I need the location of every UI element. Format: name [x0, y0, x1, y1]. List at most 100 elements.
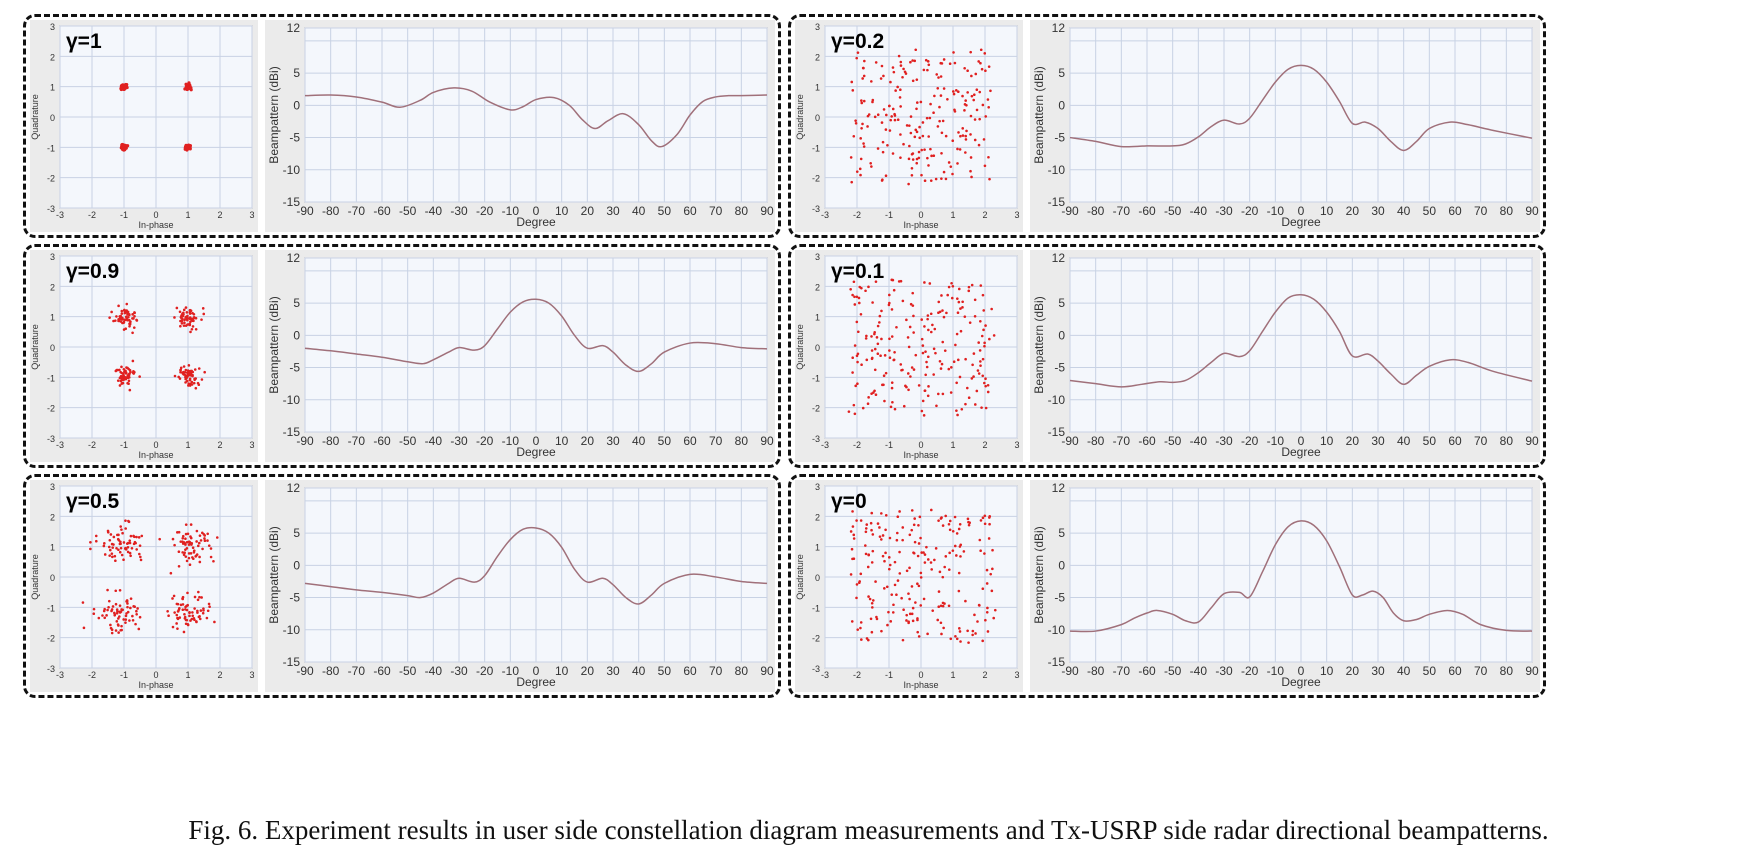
scatter-point	[907, 388, 910, 392]
scatter-point	[196, 381, 200, 385]
beampattern-line	[304, 526, 768, 605]
scatter-point	[947, 568, 951, 571]
scatter-point	[981, 293, 985, 297]
x-tick-label: -30	[450, 664, 468, 678]
x-tick-label: -40	[425, 434, 443, 448]
scatter-point	[854, 122, 858, 125]
scatter-point	[192, 616, 196, 620]
x-tick-label: 0	[1298, 434, 1305, 448]
x-tick-label: 0	[153, 210, 158, 220]
x-tick-label: -1	[120, 440, 128, 450]
scatter-point	[871, 100, 874, 104]
scatter-point	[895, 538, 899, 542]
scatter-point	[977, 60, 980, 63]
scatter-point	[979, 519, 983, 522]
scatter-point	[189, 619, 192, 622]
scatter-point	[984, 618, 987, 622]
scatter-point	[914, 48, 918, 52]
scatter-point	[978, 117, 981, 121]
scatter-point	[919, 576, 923, 579]
scatter-point	[851, 510, 854, 513]
scatter-point	[949, 637, 953, 641]
scatter-point	[901, 526, 905, 529]
scatter-point	[130, 547, 134, 550]
scatter-point	[911, 606, 915, 610]
scatter-point	[189, 552, 193, 555]
scatter-point	[899, 363, 903, 366]
scatter-point	[923, 325, 926, 328]
scatter-point	[195, 529, 199, 533]
scatter-point	[180, 314, 183, 318]
x-tick-label: 50	[658, 664, 672, 678]
scatter-point	[884, 371, 888, 375]
scatter-point	[941, 601, 945, 605]
scatter-point	[119, 320, 123, 323]
scatter-point	[107, 605, 110, 609]
scatter-point	[188, 316, 192, 319]
scatter-point	[964, 151, 967, 154]
scatter-point	[856, 360, 859, 364]
scatter-point	[118, 384, 122, 387]
scatter-point	[891, 107, 895, 111]
scatter-point	[126, 605, 129, 609]
y-tick-label: 5	[293, 66, 300, 80]
scatter-point	[931, 609, 935, 612]
x-tick-label: -90	[296, 204, 314, 218]
scatter-point	[124, 546, 127, 550]
y-axis-title: Beampattern (dBi)	[267, 66, 281, 163]
scatter-point	[895, 325, 898, 329]
scatter-point	[870, 80, 873, 83]
scatter-point	[901, 538, 904, 542]
scatter-point	[182, 630, 186, 634]
scatter-point	[916, 618, 919, 622]
x-tick-label: 1	[950, 440, 955, 450]
y-tick-label: 2	[50, 52, 55, 62]
scatter-point	[109, 623, 112, 627]
y-tick-label: 3	[815, 252, 820, 262]
scatter-point	[187, 556, 191, 560]
scatter-point	[856, 382, 859, 385]
scatter-point	[987, 537, 991, 540]
scatter-point	[957, 131, 960, 134]
y-axis-title: Quadrature	[30, 94, 40, 140]
scatter-point	[135, 609, 138, 613]
scatter-point	[108, 554, 111, 557]
scatter-point	[871, 301, 874, 304]
y-tick-label: -5	[289, 591, 300, 605]
scatter-point	[127, 316, 130, 319]
scatter-point	[913, 540, 917, 544]
scatter-point	[114, 629, 118, 632]
gamma-label: γ=0.9	[66, 260, 119, 283]
scatter-point	[884, 128, 888, 131]
scatter-point	[985, 568, 989, 572]
scatter-point	[979, 319, 982, 323]
scatter-point	[937, 605, 941, 608]
x-tick-label: 90	[760, 434, 774, 448]
y-tick-label: 12	[287, 21, 301, 35]
scatter-point	[861, 122, 864, 126]
scatter-point	[952, 92, 956, 96]
scatter-point	[947, 604, 951, 608]
scatter-point	[188, 610, 191, 614]
scatter-point	[860, 101, 864, 105]
scatter-point	[884, 513, 888, 517]
scatter-point	[119, 314, 123, 318]
scatter-point	[108, 548, 112, 552]
scatter-point	[882, 374, 886, 378]
scatter-point	[966, 517, 970, 521]
scatter-point	[880, 512, 883, 515]
scatter-point	[928, 282, 932, 285]
scatter-point	[184, 548, 187, 551]
scatter-point	[867, 595, 870, 598]
scatter-point	[907, 620, 910, 624]
x-tick-label: 30	[606, 664, 620, 678]
scatter-point	[190, 380, 194, 384]
x-tick-label: -60	[1138, 664, 1156, 678]
y-tick-label: 2	[815, 512, 820, 522]
constellation-chart-gamma-0.1: -3 -2 -1 0 1 2 3 3 2 1 0 -1 -2 -3 In-phase Quadrature γ=…	[795, 250, 1023, 462]
scatter-point	[983, 164, 987, 168]
scatter-point	[878, 321, 881, 324]
scatter-point	[930, 154, 933, 158]
scatter-point	[120, 312, 124, 315]
scatter-point	[186, 603, 190, 607]
